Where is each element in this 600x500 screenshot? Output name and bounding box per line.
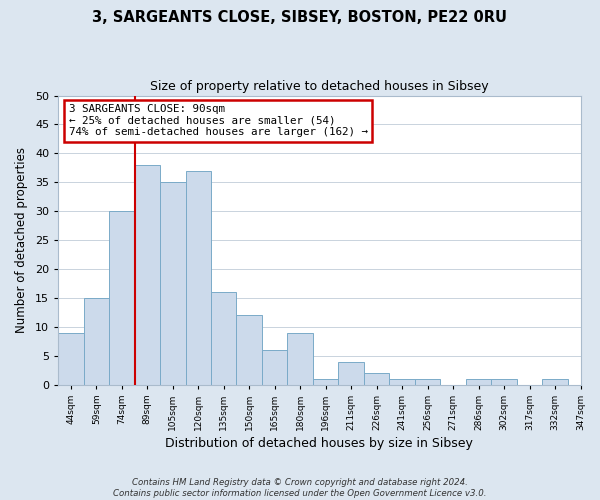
Bar — [364, 373, 389, 384]
Bar — [415, 379, 440, 384]
Bar — [211, 292, 236, 384]
Text: 3, SARGEANTS CLOSE, SIBSEY, BOSTON, PE22 0RU: 3, SARGEANTS CLOSE, SIBSEY, BOSTON, PE22… — [92, 10, 508, 25]
X-axis label: Distribution of detached houses by size in Sibsey: Distribution of detached houses by size … — [166, 437, 473, 450]
Bar — [262, 350, 287, 384]
Y-axis label: Number of detached properties: Number of detached properties — [15, 147, 28, 333]
Bar — [58, 332, 83, 384]
Bar — [236, 316, 262, 384]
Bar — [185, 170, 211, 384]
Bar — [542, 379, 568, 384]
Bar — [466, 379, 491, 384]
Bar — [109, 211, 134, 384]
Bar — [338, 362, 364, 384]
Bar — [287, 332, 313, 384]
Title: Size of property relative to detached houses in Sibsey: Size of property relative to detached ho… — [150, 80, 488, 93]
Text: 3 SARGEANTS CLOSE: 90sqm
← 25% of detached houses are smaller (54)
74% of semi-d: 3 SARGEANTS CLOSE: 90sqm ← 25% of detach… — [68, 104, 368, 138]
Bar — [491, 379, 517, 384]
Bar — [313, 379, 338, 384]
Bar — [389, 379, 415, 384]
Bar — [134, 165, 160, 384]
Text: Contains HM Land Registry data © Crown copyright and database right 2024.
Contai: Contains HM Land Registry data © Crown c… — [113, 478, 487, 498]
Bar — [83, 298, 109, 384]
Bar — [160, 182, 185, 384]
